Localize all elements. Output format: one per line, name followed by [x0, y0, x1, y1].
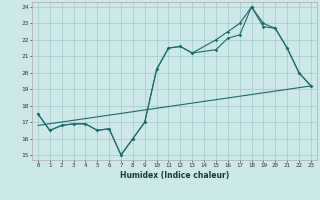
- X-axis label: Humidex (Indice chaleur): Humidex (Indice chaleur): [120, 171, 229, 180]
